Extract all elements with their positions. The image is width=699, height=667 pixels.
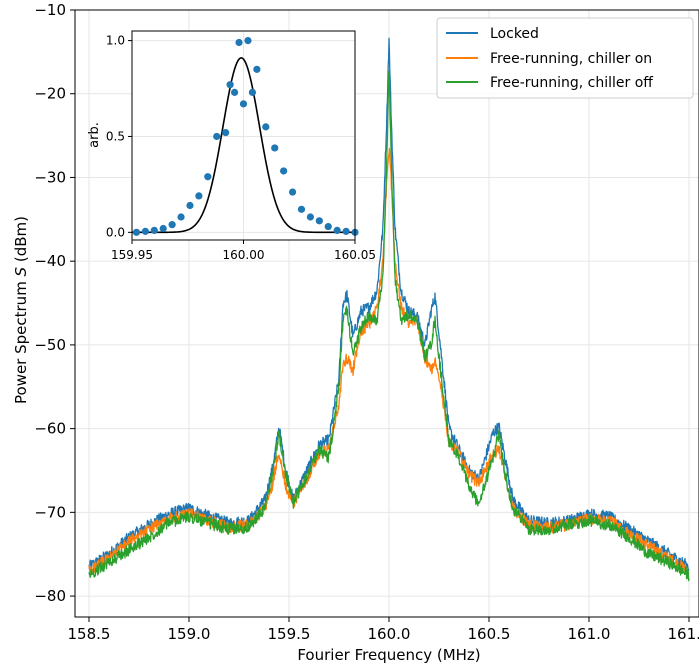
inset-data-point <box>226 81 234 89</box>
inset-data-point <box>288 188 297 196</box>
inset-data-point <box>186 201 194 210</box>
inset-data-point <box>159 224 167 233</box>
main-x-tick-label: 159.5 <box>268 625 311 643</box>
inset-data-point <box>222 129 230 137</box>
inset-data-point <box>342 227 350 235</box>
legend-label-locked: Locked <box>490 26 539 42</box>
inset-data-point <box>235 38 243 47</box>
main-x-tick-label: 159.0 <box>168 625 211 643</box>
inset-x-axis: 159.95 160.00 160.05 <box>111 240 376 262</box>
inset-data-point <box>177 213 185 221</box>
inset-data-point <box>230 88 239 96</box>
inset-data-point <box>280 167 288 175</box>
inset-data-point <box>239 100 248 108</box>
inset-y-tick-label: 1.0 <box>106 34 125 48</box>
main-y-tick-label: −50 <box>34 336 66 354</box>
inset-x-tick-label: 160.05 <box>334 248 376 262</box>
main-y-tick-label: −30 <box>34 168 66 186</box>
main-y-axis-label-symbol: S <box>12 266 30 276</box>
main-x-axis-label: Fourier Frequency (MHz) <box>297 646 480 664</box>
inset-fit-curve <box>132 57 355 234</box>
main-x-tick-label: 161.5 <box>668 625 699 643</box>
legend-label-chiller-on: Free-running, chiller on <box>490 51 652 67</box>
inset-y-axis: 0.0 0.5 1.0 <box>106 34 132 239</box>
legend-label-chiller-off: Free-running, chiller off <box>490 75 653 91</box>
main-plot-frame <box>74 9 699 618</box>
main-y-axis-label-suffix: (dBm) <box>12 216 30 267</box>
inset-data-point <box>248 88 257 96</box>
main-x-axis: 158.5 159.0 159.5 160.0 160.5 161.0 161.5 <box>68 617 699 643</box>
inset-plot: 159.95 160.00 160.05 0.0 0.5 1.0 arb. <box>87 30 376 262</box>
inset-data-point <box>333 226 341 235</box>
inset-y-tick-label: 0.5 <box>106 129 125 143</box>
inset-data-point <box>168 221 176 229</box>
main-y-axis-label-prefix: Power Spectrum <box>12 276 30 404</box>
main-y-tick-label: −80 <box>34 587 66 605</box>
inset-x-tick-label: 160.00 <box>223 248 265 262</box>
main-series-chiller-off <box>88 70 690 582</box>
main-y-axis: −80 −70 −60 −50 −40 −30 −20 −10 <box>34 1 75 605</box>
main-y-tick-label: −60 <box>34 420 66 438</box>
inset-data-points <box>132 36 359 236</box>
inset-data-point <box>195 192 203 200</box>
inset-data-point <box>315 217 323 225</box>
main-x-tick-label: 160.5 <box>468 625 511 643</box>
inset-y-axis-label: arb. <box>87 122 102 148</box>
main-x-tick-label: 158.5 <box>68 625 111 643</box>
inset-data-point <box>204 173 212 181</box>
legend: Locked Free-running, chiller on Free-run… <box>436 17 694 99</box>
inset-data-point <box>271 144 279 152</box>
main-y-tick-label: −70 <box>34 503 66 521</box>
main-y-tick-label: −10 <box>34 1 66 19</box>
legend-box <box>436 17 694 99</box>
main-x-tick-label: 161.0 <box>568 625 611 643</box>
main-x-tick-label: 160.0 <box>368 625 411 643</box>
inset-data-point <box>213 132 221 141</box>
inset-data-point <box>262 123 270 131</box>
inset-data-point <box>141 227 149 235</box>
inset-x-tick-label: 159.95 <box>111 248 153 262</box>
inset-data-point <box>244 36 252 45</box>
inset-data-point <box>132 228 141 236</box>
inset-y-tick-label: 0.0 <box>106 225 125 239</box>
inset-data-point <box>324 222 332 231</box>
inset-data-point <box>297 205 306 213</box>
main-y-tick-label: −40 <box>34 252 66 270</box>
main-y-axis-label: Power Spectrum S (dBm) <box>12 216 30 404</box>
inset-data-point <box>306 213 314 221</box>
main-series-group <box>88 37 690 582</box>
inset-data-point <box>253 65 261 73</box>
main-y-tick-label: −20 <box>34 85 66 103</box>
inset-data-point <box>150 226 158 235</box>
